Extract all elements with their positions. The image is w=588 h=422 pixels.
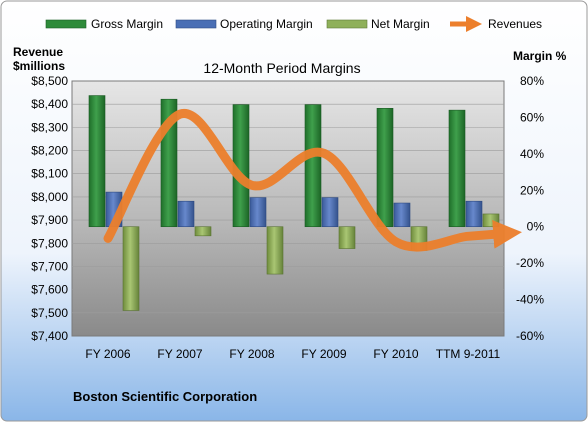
left-tick-label: $8,500 xyxy=(31,74,68,88)
bar-gross-margin xyxy=(304,104,322,228)
bar-gross-margin xyxy=(88,95,106,228)
left-axis-label-line1: Revenue xyxy=(13,45,63,59)
right-tick-label: 80% xyxy=(520,74,544,88)
left-tick-label: $8,300 xyxy=(31,120,68,134)
legend-label-gross-margin: Gross Margin xyxy=(91,17,163,31)
x-axis-ticks: FY 2006 FY 2007 FY 2008 FY 2009 FY 2010 TTM 9… xyxy=(85,347,500,361)
x-tick-label: FY 2007 xyxy=(157,347,202,361)
right-axis-label: Margin % xyxy=(513,49,567,63)
x-tick-label: FY 2009 xyxy=(301,347,346,361)
right-axis-ticks: -60% -40% -20% 0% 20% 40% 60% 80% xyxy=(516,74,544,343)
x-tick-label: FY 2006 xyxy=(85,347,130,361)
legend-swatch-net-margin xyxy=(326,19,368,29)
right-tick-label: 20% xyxy=(520,183,544,197)
bar-operating-margin xyxy=(393,202,411,228)
left-axis-label-line2: $millions xyxy=(13,59,65,73)
bar-net-margin xyxy=(122,226,140,311)
legend-label-operating-margin: Operating Margin xyxy=(220,17,313,31)
left-tick-label: $8,100 xyxy=(31,167,68,181)
revenue-line xyxy=(103,109,522,252)
bar-gross-margin xyxy=(376,108,394,228)
left-tick-label: $8,400 xyxy=(31,97,68,111)
revenue-line-group xyxy=(103,109,522,252)
legend-swatch-operating-margin xyxy=(175,19,217,29)
bars xyxy=(88,95,500,311)
plot-area xyxy=(71,80,505,337)
legend-swatch-gross-margin xyxy=(45,19,87,29)
bar-operating-margin xyxy=(321,197,339,228)
right-tick-label: -60% xyxy=(516,329,544,343)
legend: Gross Margin Operating Margin Net Margin… xyxy=(45,15,542,33)
left-tick-label: $8,200 xyxy=(31,144,68,158)
x-tick-label: FY 2008 xyxy=(229,347,274,361)
left-tick-label: $7,600 xyxy=(31,283,68,297)
bar-gross-margin xyxy=(448,109,466,228)
left-axis-ticks: $7,400 $7,500 $7,600 $7,700 $7,800 $7,900 $8,0… xyxy=(31,74,68,343)
bar-net-margin xyxy=(338,226,356,249)
right-tick-label: -40% xyxy=(516,293,544,307)
bar-operating-margin xyxy=(465,200,483,228)
right-tick-label: 40% xyxy=(520,147,544,161)
left-tick-label: $7,700 xyxy=(31,259,68,273)
right-tick-label: 60% xyxy=(520,110,544,124)
legend-label-net-margin: Net Margin xyxy=(371,17,430,31)
left-tick-label: $7,500 xyxy=(31,306,68,320)
bar-net-margin xyxy=(266,226,284,275)
right-tick-label: 0% xyxy=(527,220,545,234)
left-tick-label: $8,000 xyxy=(31,190,68,204)
left-tick-label: $7,900 xyxy=(31,213,68,227)
right-tick-label: -20% xyxy=(516,256,544,270)
x-tick-label: FY 2010 xyxy=(373,347,418,361)
x-tick-label: TTM 9-2011 xyxy=(436,347,501,361)
bar-operating-margin xyxy=(249,197,267,228)
bar-net-margin xyxy=(482,213,500,228)
left-tick-label: $7,400 xyxy=(31,329,68,343)
bar-operating-margin xyxy=(177,200,195,228)
left-tick-label: $7,800 xyxy=(31,236,68,250)
chart-title: 12-Month Period Margins xyxy=(203,60,360,76)
bar-net-margin xyxy=(194,226,212,237)
legend-label-revenues: Revenues xyxy=(488,17,542,31)
company-name: Boston Scientific Corporation xyxy=(73,389,257,404)
